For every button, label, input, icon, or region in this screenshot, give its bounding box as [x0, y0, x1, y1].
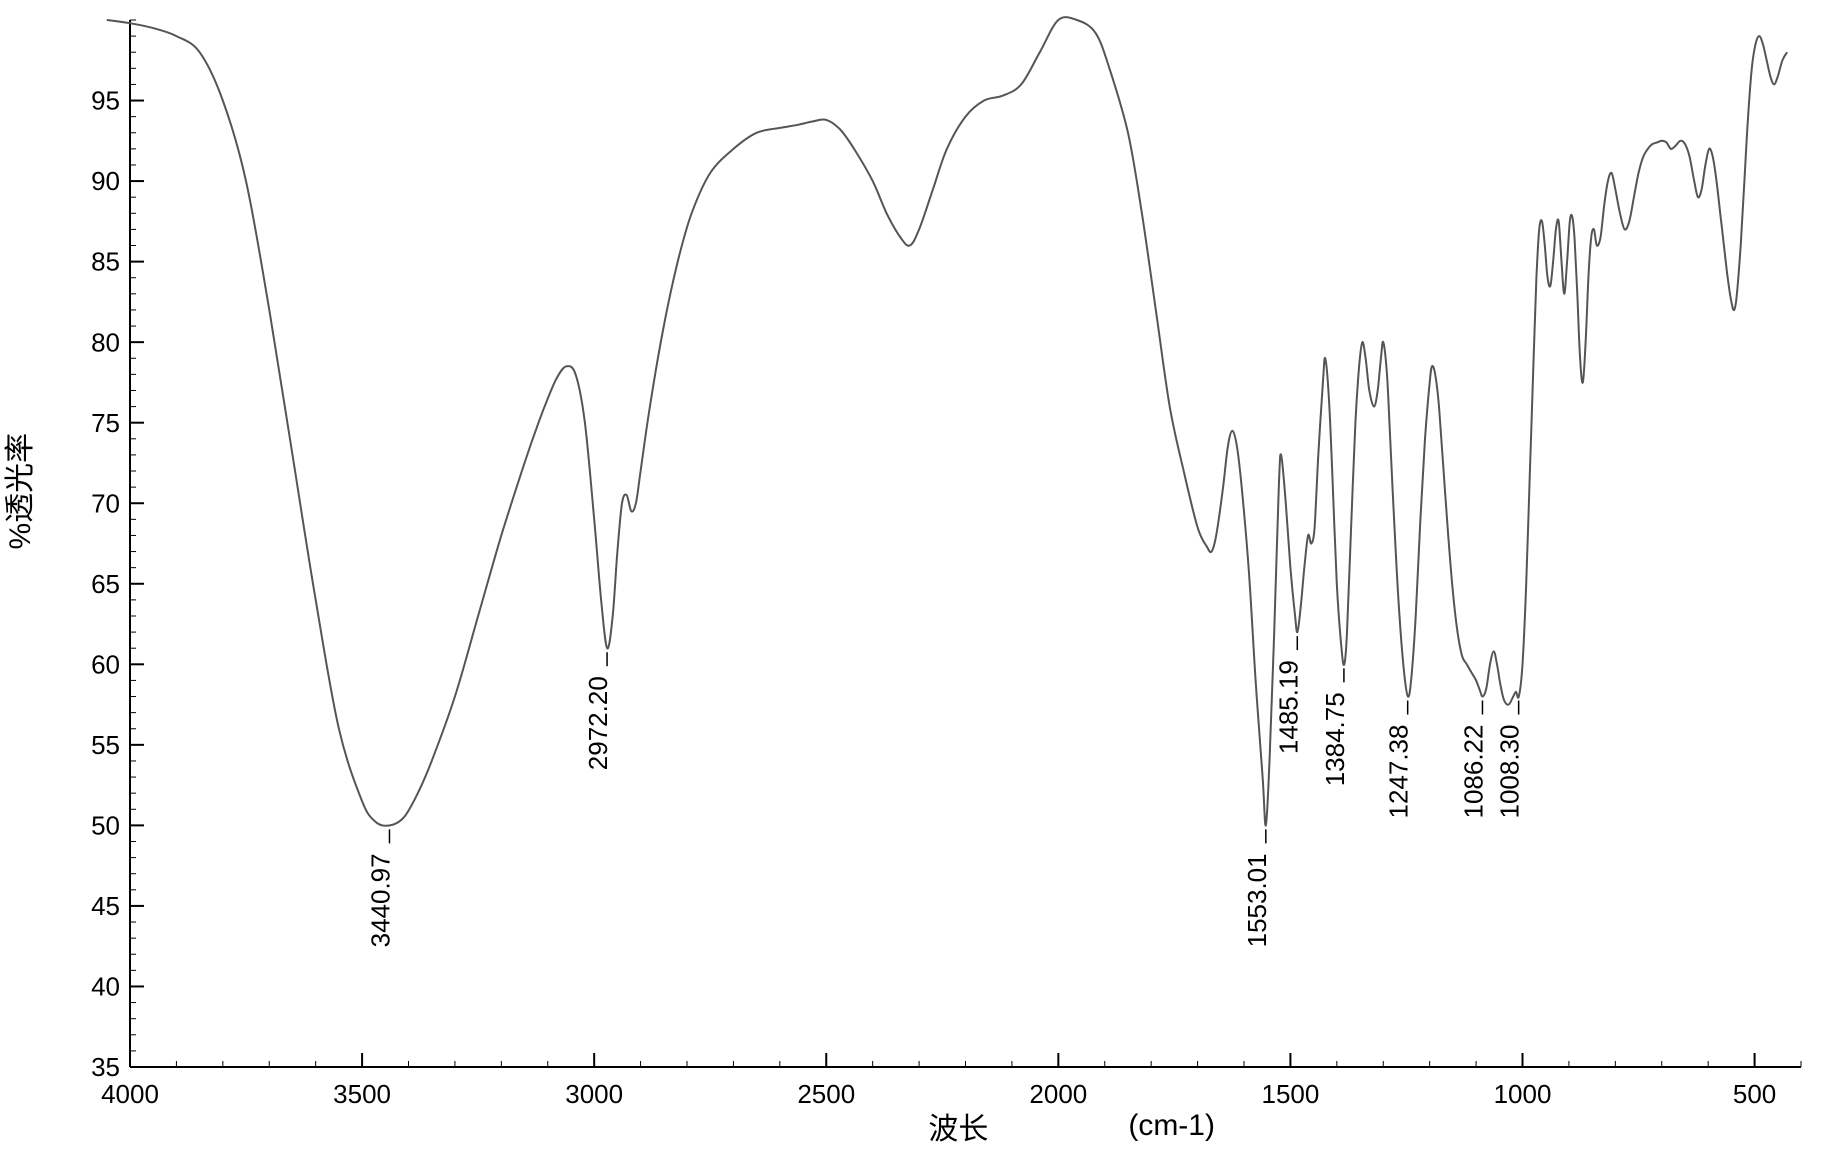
x-axis-label-left: 波长 — [928, 1113, 988, 1146]
peak-label: 1086.22 — [1458, 725, 1488, 819]
peak-label: 1553.01 — [1242, 853, 1272, 947]
y-tick-label: 95 — [91, 86, 120, 116]
y-tick-label: 75 — [91, 408, 120, 438]
peak-label: 1247.38 — [1384, 725, 1414, 819]
y-tick-label: 40 — [91, 972, 120, 1002]
peak-label: 1008.30 — [1495, 725, 1525, 819]
x-tick-label: 4000 — [101, 1079, 159, 1109]
peak-label: 2972.20 — [583, 676, 613, 770]
y-tick-label: 80 — [91, 327, 120, 357]
y-axis-label: %透光率 — [4, 433, 37, 550]
y-tick-label: 50 — [91, 810, 120, 840]
x-tick-label: 3500 — [333, 1079, 391, 1109]
y-tick-label: 90 — [91, 166, 120, 196]
y-tick-label: 55 — [91, 730, 120, 760]
peak-label: 3440.97 — [365, 853, 395, 947]
y-tick-label: 35 — [91, 1052, 120, 1082]
y-tick-label: 65 — [91, 569, 120, 599]
x-tick-label: 2500 — [797, 1079, 855, 1109]
x-tick-label: 1500 — [1261, 1079, 1319, 1109]
x-axis-label-right: (cm-1) — [1128, 1109, 1215, 1142]
y-tick-label: 70 — [91, 488, 120, 518]
y-tick-label: 60 — [91, 649, 120, 679]
x-tick-label: 1000 — [1494, 1079, 1552, 1109]
peak-label: 1384.75 — [1320, 692, 1350, 786]
x-tick-label: 2000 — [1029, 1079, 1087, 1109]
y-tick-label: 45 — [91, 891, 120, 921]
ir-spectrum-chart: 35 40 45 50 55 60 65 70 75 80 85 90 95 4000 3500 3000 25… — [0, 0, 1831, 1167]
x-tick-label: 500 — [1733, 1079, 1776, 1109]
peak-label: 1485.19 — [1273, 660, 1303, 754]
y-tick-label: 85 — [91, 247, 120, 277]
x-tick-label: 3000 — [565, 1079, 623, 1109]
